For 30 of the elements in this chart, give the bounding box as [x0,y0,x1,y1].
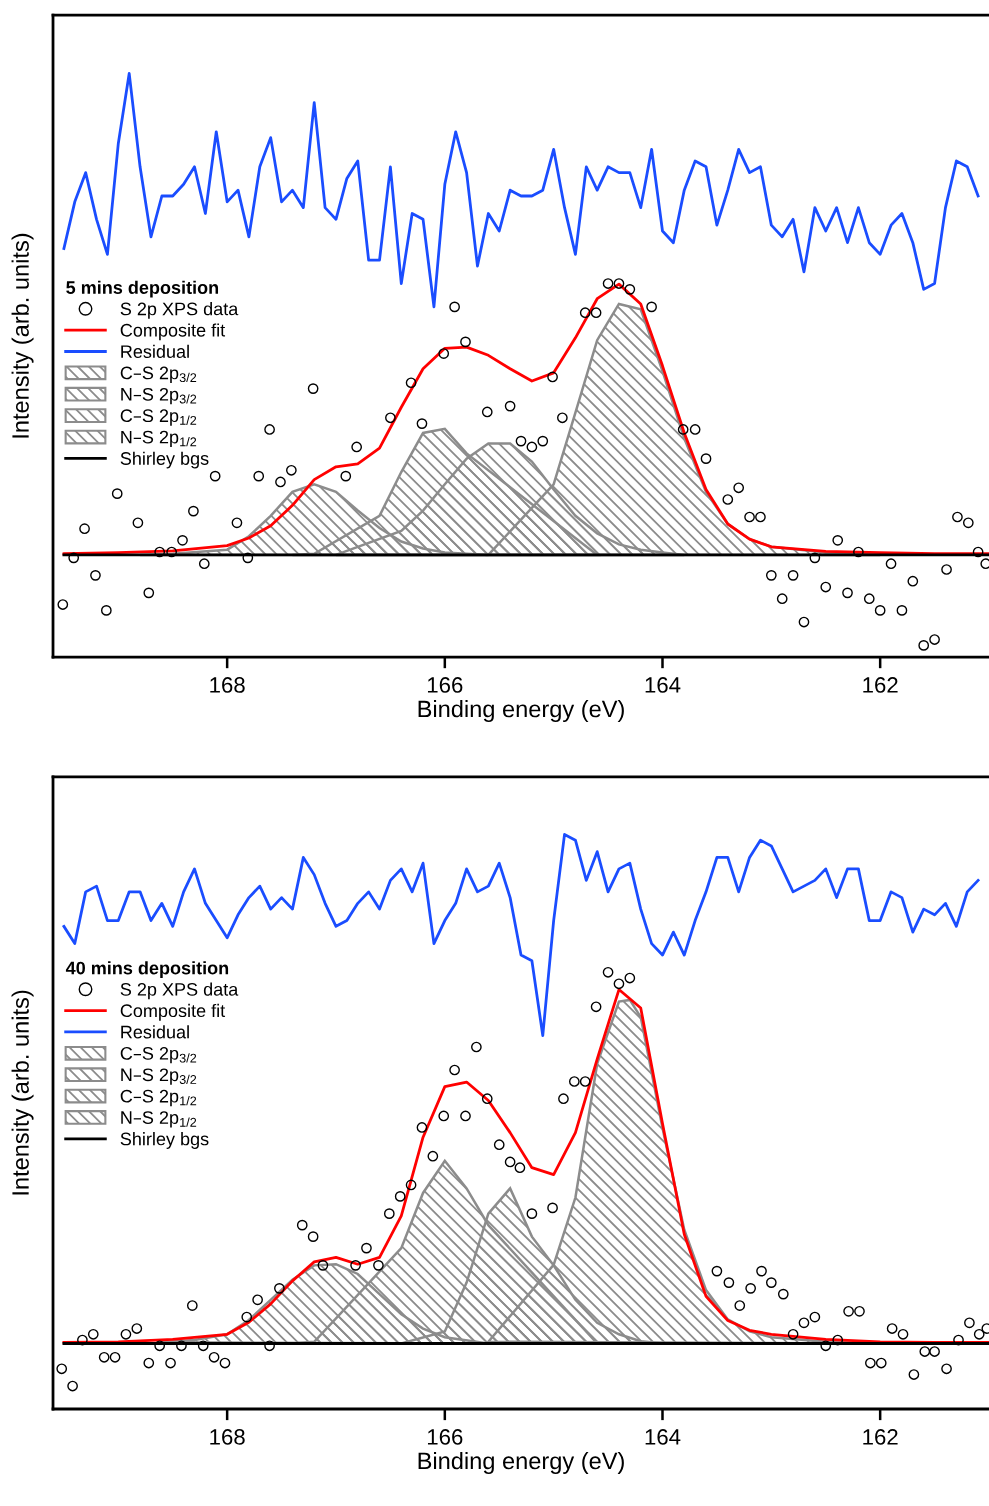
x-tick-label: 166 [427,1429,463,1445]
legend-label: N–S 2p$_{1/2}$ [121,1111,197,1128]
legend-label: N–S 2p$_{3/2}$ [121,387,197,405]
legend-label: C–S 2p$_{1/2}$ [120,1089,197,1107]
legend-label: C–S 2p$_{3/2}$ [120,1047,197,1064]
x-tick-label: 166 [427,677,463,693]
legend-label: N–S 2p$_{3/2}$ [121,1068,197,1085]
legend-label: C–S 2p$_{3/2}$ [120,366,197,383]
legend-label: Shirley bgs [120,451,209,469]
legend-label: Composite fit [120,1003,226,1021]
legend-title: 5 mins deposition [66,280,219,298]
x-axis-title: Binding energy (eV) [418,1451,624,1474]
legend-label: Composite fit [120,323,226,341]
y-axis-title: Intensity (arb. units) [11,990,34,1195]
y-axis-title: Intensity (arb. units) [11,233,34,438]
x-tick-label: 164 [645,677,681,693]
x-axis-title: Binding energy (eV) [418,700,624,723]
legend-label: Shirley bgs [120,1132,209,1149]
x-tick-label: 168 [210,677,245,693]
legend-label: S 2p XPS data [120,302,239,319]
legend-label: Residual [121,344,189,358]
x-tick-label: 164 [645,1429,681,1445]
x-tick-label: 162 [863,677,898,693]
legend-label: C–S 2p$_{1/2}$ [120,409,197,426]
legend-label: Residual [121,1025,189,1039]
x-tick-label: 168 [210,1429,245,1445]
x-tick-label: 162 [863,1429,898,1445]
legend-title: 40 mins deposition [65,961,229,978]
legend-label: S 2p XPS data [120,982,239,1000]
legend-label: N–S 2p$_{1/2}$ [121,430,197,448]
